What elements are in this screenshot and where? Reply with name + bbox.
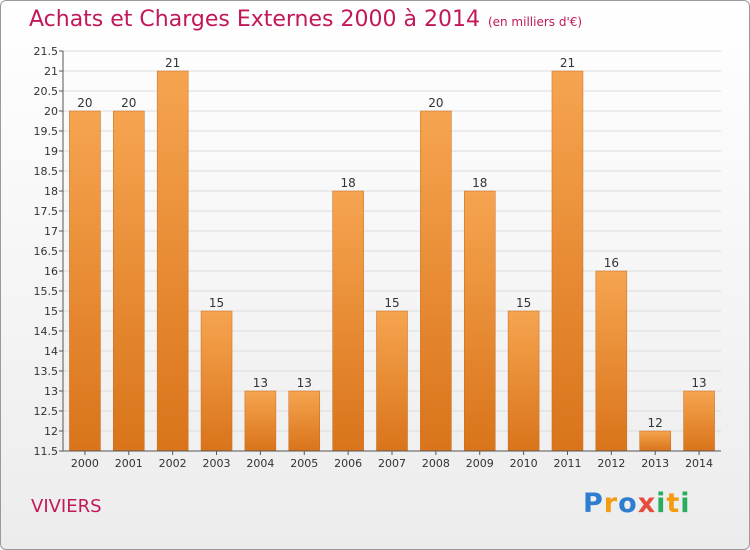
y-tick-label: 11.5 (34, 445, 59, 458)
y-tick-label: 18.5 (34, 165, 59, 178)
y-tick-label: 16 (44, 265, 58, 278)
y-tick-label: 20 (44, 105, 58, 118)
bar (463, 190, 496, 452)
bar-value-label: 15 (384, 296, 399, 310)
y-tick-label: 18 (44, 185, 58, 198)
bar-value-label: 18 (472, 176, 487, 190)
y-tick-label: 14 (44, 345, 58, 358)
chart-subtitle: (en milliers d'€) (487, 15, 583, 29)
bar (683, 390, 715, 452)
y-tick-label: 12 (44, 425, 58, 438)
logo-letter: i (656, 488, 667, 519)
x-tick-label: 2013 (641, 457, 669, 470)
x-tick-label: 2012 (597, 457, 625, 470)
bar (639, 430, 671, 452)
y-tick-label: 19 (44, 145, 58, 158)
x-tick-label: 2008 (422, 457, 450, 470)
y-tick-label: 17 (44, 225, 58, 238)
y-tick-label: 19.5 (34, 125, 59, 138)
x-tick-label: 2009 (466, 457, 494, 470)
y-tick-label: 12.5 (34, 405, 59, 418)
bars (69, 70, 715, 452)
logo-letter: o (618, 488, 638, 519)
logo-letter: P (583, 488, 604, 519)
proxiti-logo[interactable]: Proxiti (583, 488, 691, 519)
bar (420, 110, 452, 452)
bar-value-label: 13 (297, 376, 312, 390)
y-tick-label: 14.5 (34, 325, 59, 338)
y-tick-label: 17.5 (34, 205, 59, 218)
bar (156, 70, 189, 452)
x-tick-label: 2000 (71, 457, 99, 470)
bar (551, 70, 584, 452)
axes: 11.5 12 12.5 13 13.5 14 14.5 15 15.5 16 16.5 17 17.5… (34, 45, 721, 470)
bar (376, 310, 408, 452)
x-tick-label: 2005 (290, 457, 318, 470)
logo-letter: r (603, 488, 619, 519)
y-tick-label: 21 (44, 65, 58, 78)
bar (244, 390, 277, 452)
bar (69, 110, 101, 452)
bar-value-label: 13 (253, 376, 268, 390)
x-tick-label: 2011 (553, 457, 581, 470)
bar-value-label: 20 (428, 96, 443, 110)
y-tick-label: 16.5 (34, 245, 59, 258)
chart-title: Achats et Charges Externes 2000 à 2014 (29, 7, 480, 32)
y-tick-label: 13 (44, 385, 58, 398)
bar (332, 190, 364, 452)
bar-value-label: 20 (77, 96, 92, 110)
bar-value-label: 21 (560, 56, 575, 70)
bar-value-label: 12 (648, 416, 663, 430)
bar-value-label: 20 (121, 96, 136, 110)
y-tick-label: 13.5 (34, 365, 59, 378)
bar-value-label: 13 (691, 376, 706, 390)
chart-title-block: Achats et Charges Externes 2000 à 2014 (e… (29, 7, 582, 32)
x-tick-label: 2006 (334, 457, 362, 470)
x-tick-label: 2014 (685, 457, 713, 470)
bar (507, 310, 540, 452)
x-tick-label: 2003 (203, 457, 231, 470)
y-tick-label: 15.5 (34, 285, 59, 298)
bar-value-label: 16 (604, 256, 619, 270)
bar-value-label: 18 (340, 176, 355, 190)
logo-letter: t (666, 488, 681, 519)
bar-value-label: 15 (516, 296, 531, 310)
x-tick-label: 2007 (378, 457, 406, 470)
x-tick-label: 2010 (510, 457, 538, 470)
y-tick-label: 15 (44, 305, 58, 318)
x-tick-label: 2002 (159, 457, 187, 470)
bar (288, 390, 321, 452)
data-labels: 20 20 21 15 13 13 18 15 20 18 15 21 16 12 13 (77, 56, 706, 430)
y-tick-label: 20.5 (34, 85, 59, 98)
bar (200, 310, 233, 452)
y-tick-label: 21.5 (34, 45, 59, 58)
x-tick-label: 2001 (115, 457, 143, 470)
bar-value-label: 21 (165, 56, 180, 70)
logo-letter: i (680, 488, 691, 519)
bar (595, 270, 628, 452)
bar (113, 110, 145, 452)
bar-value-label: 15 (209, 296, 224, 310)
commune-name: VIVIERS (31, 496, 102, 517)
x-tick-label: 2004 (246, 457, 274, 470)
logo-letter: x (637, 488, 657, 519)
